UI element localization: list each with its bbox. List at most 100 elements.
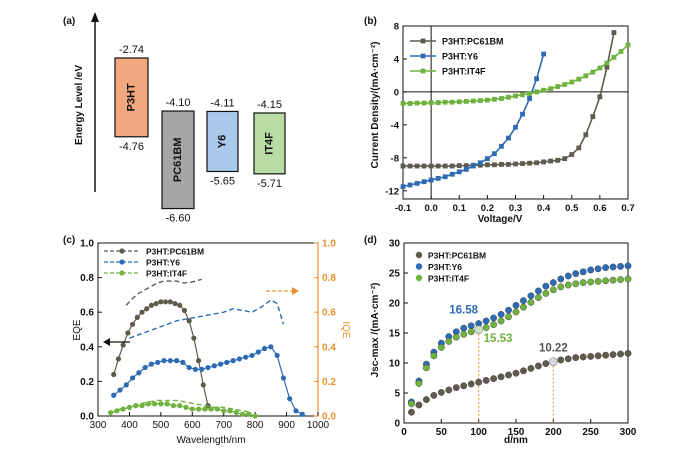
- eqe-series-point: [173, 358, 180, 364]
- jsc-series-point: [602, 277, 609, 285]
- jsc-series-point: [557, 356, 565, 364]
- eqe-x-tick-label: 400: [121, 420, 138, 431]
- jv-legend-label-2: P3HT:IT4F: [442, 67, 486, 77]
- jsc-series-point: [467, 322, 475, 330]
- jv-x-tick-label: 0.7: [621, 203, 634, 214]
- eqe-series-point: [148, 302, 155, 308]
- jsc-series-point: [527, 292, 535, 300]
- jsc-legend-label-1: P3HT:Y6: [428, 262, 462, 272]
- level-box-pc61bm: [161, 110, 195, 210]
- eqe-series-point: [195, 406, 202, 412]
- jv-series-point: [456, 169, 462, 175]
- jv-series-point: [421, 179, 427, 185]
- jv-series-point: [428, 177, 434, 183]
- jv-series-point: [421, 163, 427, 169]
- eqe-series-point: [252, 413, 258, 419]
- jv-legend-marker-2: [420, 68, 426, 74]
- jv-series-point: [506, 135, 511, 141]
- jsc-series-point: [460, 382, 468, 390]
- eqe-x-tick-label: 600: [184, 420, 201, 431]
- jsc-series-point: [490, 375, 497, 382]
- eqe-series-point: [164, 401, 170, 407]
- jsc-series-point: [602, 351, 609, 359]
- eqe-y-tick-label: 0.4: [80, 342, 94, 353]
- eqe-series-point: [129, 321, 136, 327]
- panel-c-label: (c): [63, 235, 75, 246]
- jv-series-point: [477, 162, 483, 168]
- jsc-series-point: [602, 264, 609, 271]
- jv-legend-label-0: P3HT:PC61BM: [442, 37, 504, 47]
- eqe-legend-marker-0: [119, 248, 125, 254]
- jsc-series-point: [549, 279, 557, 286]
- jsc-series-point: [520, 367, 527, 375]
- eqe-series-point: [120, 406, 126, 412]
- jv-series-point: [470, 163, 476, 169]
- jsc-annotation-2: 10.22: [539, 343, 568, 355]
- jsc-series-point: [572, 280, 580, 288]
- jsc-series-point: [415, 379, 423, 387]
- eqe-series-point: [134, 314, 140, 320]
- jsc-series-point: [587, 278, 595, 286]
- eqe-series-point: [177, 403, 183, 409]
- jsc-series-point: [445, 337, 453, 345]
- jv-series-point: [583, 132, 589, 138]
- eqe-panel: Wavelength/nm EQE IQE 300 400 500 600 700 800…: [72, 239, 351, 447]
- jsc-series-point: [535, 362, 542, 370]
- jsc-y-tick-label: 25: [389, 269, 401, 280]
- jsc-highlight-point-100: [474, 325, 483, 335]
- jsc-highlight-point-200: [549, 357, 558, 366]
- eqe-series-point: [249, 352, 255, 359]
- eqe-series-point: [136, 370, 142, 376]
- eqe-series-point: [199, 366, 205, 372]
- jv-panel: Voltage/V Current Density/(mA·cm⁻²) -0.1…: [370, 22, 635, 226]
- eqe-legend-label-0: P3HT:PC61BM: [146, 247, 204, 257]
- jv-legend-marker-0: [420, 38, 426, 44]
- jv-series-point: [534, 76, 539, 82]
- eqe-x-tick-label: 300: [90, 420, 107, 431]
- jsc-x-tick-label: 100: [470, 427, 487, 438]
- jv-series-point: [590, 69, 596, 75]
- jsc-series-point: [542, 360, 550, 367]
- jsc-x-tick-label: 0: [401, 427, 407, 438]
- jsc-y-tick-label: 0: [394, 419, 400, 430]
- eqe-series-point: [123, 382, 129, 388]
- jv-series-point: [449, 99, 455, 105]
- eqe-y-axis-label: EQE: [72, 319, 83, 340]
- jsc-series-point: [505, 371, 512, 379]
- eqe-series-point: [120, 342, 126, 348]
- jv-series-point: [618, 49, 624, 54]
- eqe-series-point: [167, 358, 173, 364]
- panel-b-label: (b): [364, 16, 377, 27]
- iqe-y-axis-label: IQE: [340, 321, 351, 339]
- jsc-series-point: [460, 324, 468, 332]
- eqe-series-point: [236, 356, 243, 362]
- material-name-y6: Y6: [216, 135, 228, 148]
- eqe-series-point: [268, 344, 274, 350]
- jv-series-point: [407, 101, 413, 106]
- jv-series-point: [499, 143, 504, 149]
- energy-axis-arrow: [91, 12, 99, 22]
- jv-series-point: [470, 98, 476, 104]
- jsc-series-point: [527, 298, 535, 306]
- eqe-series-point: [170, 403, 177, 409]
- jv-series-point: [463, 166, 469, 172]
- eqe-legend-label-2: P3HT:IT4F: [146, 269, 187, 279]
- iqe-y-tick-label: 0.0: [322, 412, 336, 423]
- jsc-series-point: [445, 386, 453, 394]
- jv-series-point: [541, 87, 547, 93]
- eqe-series-point: [287, 396, 293, 402]
- iqe-series-line-2: [110, 399, 253, 414]
- eqe-x-tick-label: 700: [215, 420, 232, 431]
- jv-series-point: [477, 98, 483, 103]
- iqe-series-line-1: [129, 299, 285, 339]
- jsc-series-point: [520, 297, 527, 304]
- eqe-series-point: [233, 409, 239, 416]
- jv-series-point: [407, 182, 413, 188]
- energy-axis-label: Energy Level /eV: [74, 65, 85, 145]
- jsc-series-point: [512, 369, 520, 377]
- jsc-series-point: [557, 275, 565, 283]
- jsc-series-point: [497, 317, 505, 325]
- jv-y-tick-label: -12: [385, 186, 399, 197]
- jsc-series-point: [482, 324, 490, 331]
- jv-series-point: [534, 89, 539, 95]
